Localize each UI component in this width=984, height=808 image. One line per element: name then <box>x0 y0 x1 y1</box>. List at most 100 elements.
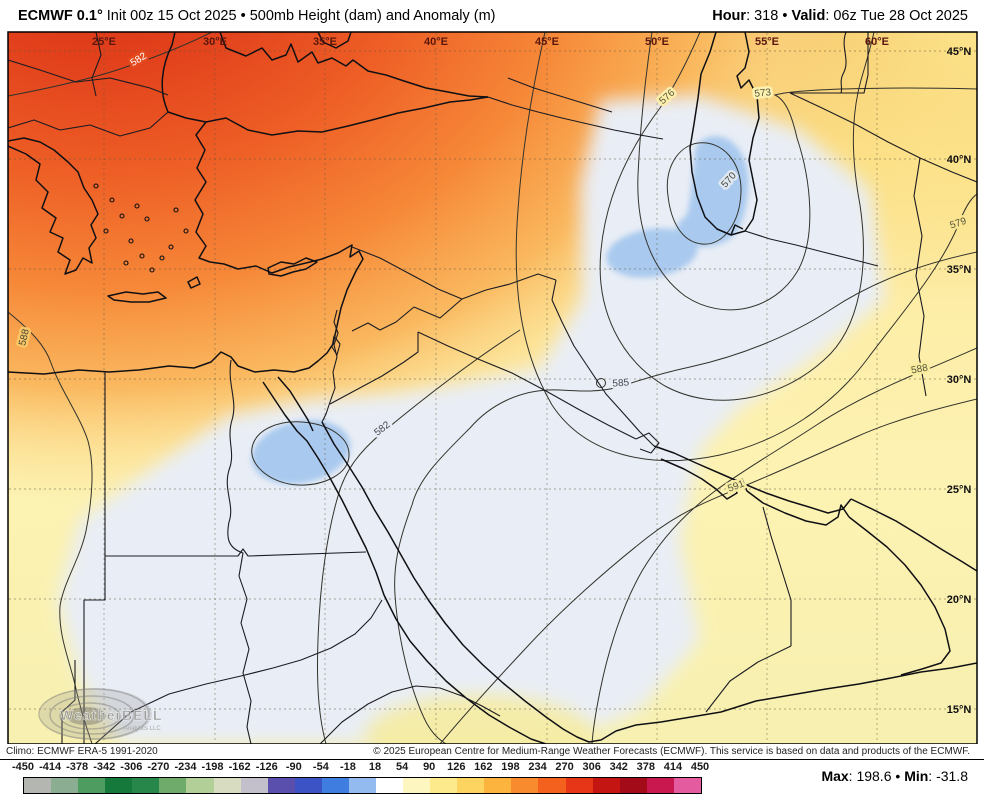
iran-iraq-border <box>551 279 655 447</box>
jordan-rift <box>321 309 339 423</box>
gulf-of-oman-coast <box>850 498 977 572</box>
colorbar-tick: -378 <box>66 761 89 773</box>
egypt-sudan-border <box>105 548 367 557</box>
contour-570 <box>666 142 742 245</box>
contour-588-east <box>591 347 977 744</box>
colorbar-segment <box>78 778 106 793</box>
colorbar-segment <box>321 778 349 793</box>
contour-585-loop <box>596 378 606 388</box>
colorbar-tick-row: -450 -414 -378 -342 -306 -270 -234 -198 -162 -126… <box>0 761 984 775</box>
contour-585 <box>394 251 977 744</box>
cyprus-island <box>267 257 318 277</box>
max-min-readout: Max: 198.6 • Min: -31.8 <box>821 768 968 784</box>
colorbar-segment <box>132 778 160 793</box>
oman-east-coast <box>848 516 951 676</box>
colorbar-tick: -306 <box>120 761 143 773</box>
greece-coast <box>8 137 99 275</box>
lat-label: 15°N <box>947 704 972 716</box>
azov-sea-coast <box>317 32 352 49</box>
anomaly-shading <box>8 32 977 744</box>
colorbar-tick: 54 <box>395 761 409 773</box>
colorbar-tick: -54 <box>312 761 329 773</box>
product-title: ECMWF 0.1° Init 00z 15 Oct 2025 • 500mb … <box>18 8 496 24</box>
colorbar-tick: -162 <box>228 761 251 773</box>
lon-label: 55°E <box>755 36 779 48</box>
kuwait <box>635 432 660 454</box>
lon-label: 60°E <box>865 36 889 48</box>
contour-582-nw <box>8 32 213 97</box>
colorbar-segment <box>430 778 458 793</box>
gulf-of-suez-coast <box>277 376 314 432</box>
colorbar-tick: -18 <box>340 761 356 773</box>
header-bar: ECMWF 0.1° Init 00z 15 Oct 2025 • 500mb … <box>0 0 984 31</box>
colorbar-tick: -126 <box>255 761 278 773</box>
persian-gulf-north-coast <box>653 445 852 514</box>
red-sea-west-coast <box>262 381 547 744</box>
graticule <box>9 33 976 743</box>
lat-label: 35°N <box>947 264 972 276</box>
colorbar-tick: -234 <box>174 761 197 773</box>
latitude-labels: 45°N 40°N 35°N 30°N 25°N 20°N 15°N <box>947 46 972 716</box>
black-sea-coast <box>161 32 176 113</box>
contour-579 <box>515 32 977 462</box>
valid-label: Valid <box>791 7 826 24</box>
colorbar-segment <box>348 778 377 793</box>
colorbar-tick: 90 <box>423 761 436 773</box>
dead-sea <box>331 335 341 356</box>
attribution-row: Climo: ECMWF ERA-5 1991-2020 © 2025 Euro… <box>0 744 984 760</box>
colorbar-segment <box>565 778 593 793</box>
amu-darya-river <box>840 32 847 94</box>
caucasus-border <box>487 96 664 140</box>
contour-582-closed <box>251 421 350 486</box>
colorbar-tick: -270 <box>147 761 170 773</box>
mediterranean-coast <box>8 121 364 375</box>
lon-label: 25°E <box>92 36 116 48</box>
colorbar-segment <box>403 778 431 793</box>
colorbar-tick: 18 <box>368 761 382 773</box>
colorbar-tick: 450 <box>690 761 710 773</box>
colorbar-segment <box>538 778 566 793</box>
colorbar-segment <box>592 778 620 793</box>
hour-value: : 318 • <box>746 7 792 24</box>
persian-gulf-south-coast <box>660 458 850 526</box>
colorbar-segment <box>213 778 241 793</box>
colorbar-tick: 234 <box>528 761 547 773</box>
colorbar-tick: -414 <box>39 761 62 773</box>
colorbar-tick: -450 <box>11 761 35 773</box>
height-contours <box>8 32 977 744</box>
max-value: : 198.6 <box>848 768 892 784</box>
climo-text: Climo: ECMWF ERA-5 1991-2020 <box>6 746 158 757</box>
colorbar-tick: -198 <box>201 761 224 773</box>
colorbar-segment <box>646 778 674 793</box>
colorbar-tick: 378 <box>636 761 656 773</box>
lat-label: 40°N <box>947 154 972 166</box>
lat-label: 30°N <box>947 374 972 386</box>
colorbar-segment <box>267 778 295 793</box>
colorbar-tick: 414 <box>663 761 683 773</box>
colorbar-tick: -90 <box>285 761 302 773</box>
colorbar-segment <box>376 778 404 793</box>
lon-label: 40°E <box>424 36 448 48</box>
valid-value: : 06z Tue 28 Oct 2025 <box>825 7 968 24</box>
lat-label: 25°N <box>947 484 972 496</box>
colorbar-segment <box>619 778 647 793</box>
blue-anomaly-patches <box>251 136 749 485</box>
yellow-patch <box>365 695 595 744</box>
contour-label: 573 <box>754 87 772 100</box>
min-label: Min <box>904 768 929 784</box>
lat-label: 20°N <box>947 594 972 606</box>
colorbar-tick: 306 <box>582 761 601 773</box>
max-label: Max <box>821 768 849 784</box>
min-value: : -31.8 <box>928 768 968 784</box>
copyright-text: © 2025 European Centre for Medium-Range … <box>373 746 970 757</box>
hour-label: Hour <box>712 7 747 24</box>
rhodes-island <box>187 276 201 289</box>
colorbar-tick: 126 <box>447 761 466 773</box>
colorbar-tick: 270 <box>555 761 574 773</box>
colorbar-segment <box>484 778 512 793</box>
contour-576 <box>599 32 875 401</box>
colorbar-segment <box>24 778 52 793</box>
contour-label: 585 <box>612 377 630 389</box>
